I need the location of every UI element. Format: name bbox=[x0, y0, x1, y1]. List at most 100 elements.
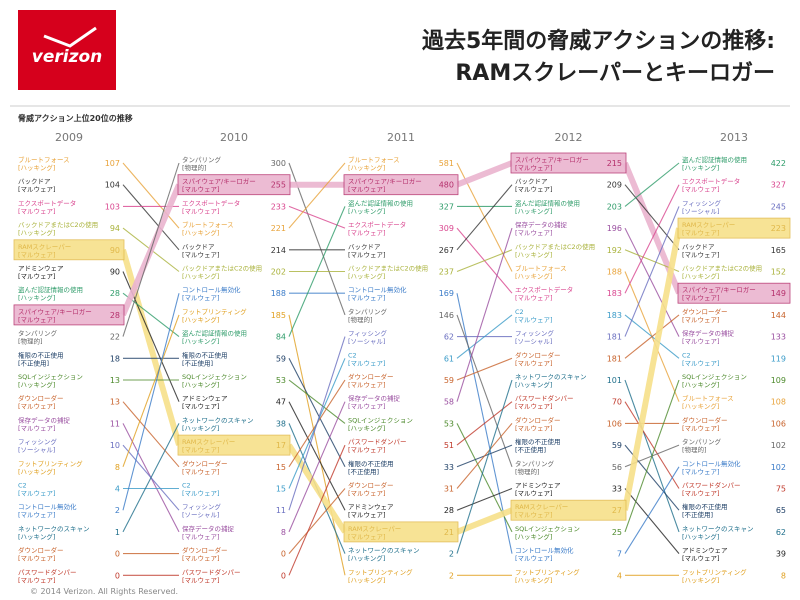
year-label: 2011 bbox=[387, 131, 415, 144]
action-tag: [マルウェア] bbox=[515, 555, 553, 563]
action-name: SQLインジェクション bbox=[18, 373, 83, 381]
action-count: 233 bbox=[271, 202, 286, 211]
action-tag: [ハッキング] bbox=[682, 402, 719, 411]
footer: © 2014 Verizon. All Rights Reserved. bbox=[30, 587, 178, 596]
highlight-box bbox=[510, 499, 627, 521]
action-name: 盗んだ認証情報の使用 bbox=[515, 198, 580, 207]
action-name: 権限の不正使用 bbox=[18, 350, 64, 359]
action-count: 25 bbox=[612, 528, 622, 537]
action-name: SQLインジェクション bbox=[682, 373, 747, 381]
action-count: 102 bbox=[771, 441, 786, 450]
title-line: RAMスクレーパーとキーロガー bbox=[455, 61, 775, 86]
connector bbox=[122, 162, 180, 229]
action-name: ネットワークのスキャン bbox=[182, 416, 254, 424]
year-label: 2010 bbox=[220, 131, 248, 144]
action-count: 62 bbox=[444, 333, 454, 342]
action-tag: [マルウェア] bbox=[348, 359, 386, 367]
action-name: 権限の不正使用 bbox=[515, 437, 561, 446]
action-name: アドミンウェア bbox=[682, 547, 728, 555]
action-tag: [マルウェア] bbox=[515, 164, 553, 172]
action-name: パスワードダンパー bbox=[682, 481, 741, 490]
action-name: C2 bbox=[182, 482, 191, 490]
action-count: 0 bbox=[281, 550, 286, 559]
action-tag: [マルウェア] bbox=[18, 555, 56, 563]
highlight-box bbox=[677, 282, 791, 304]
action-count: 109 bbox=[771, 376, 786, 385]
action-count: 101 bbox=[607, 376, 622, 385]
action-name: 保存データの捕捉 bbox=[182, 524, 235, 533]
action-count: 104 bbox=[105, 181, 120, 190]
action-count: 188 bbox=[607, 268, 622, 277]
action-tag: [マルウェア] bbox=[515, 403, 553, 411]
highlight-box bbox=[177, 434, 291, 456]
action-count: 255 bbox=[271, 181, 286, 190]
action-name: バックドアまたはC2の使用 bbox=[18, 220, 98, 229]
connector bbox=[288, 162, 346, 316]
action-count: 106 bbox=[771, 419, 786, 428]
action-count: 149 bbox=[771, 289, 786, 298]
action-tag: [マルウェア] bbox=[515, 294, 553, 302]
action-name: タンパリング bbox=[18, 329, 58, 338]
action-name: バックドアまたはC2の使用 bbox=[515, 242, 595, 251]
action-tag: [マルウェア] bbox=[682, 555, 720, 563]
subtitle: 脅威アクション上位20位の推移 bbox=[17, 113, 133, 123]
connector bbox=[456, 314, 513, 359]
action-name: ダウンローダー bbox=[18, 546, 64, 555]
action-name: ブルートフォース bbox=[515, 264, 567, 273]
action-tag: [マルウェア] bbox=[182, 490, 220, 498]
action-count: 1 bbox=[115, 528, 120, 537]
action-tag: [ハッキング] bbox=[18, 293, 55, 302]
action-tag: [物理的] bbox=[515, 467, 540, 476]
action-tag: [ハッキング] bbox=[682, 575, 719, 584]
action-count: 61 bbox=[444, 354, 454, 363]
action-name: フィッシング bbox=[182, 502, 221, 511]
action-count: 90 bbox=[110, 246, 120, 255]
action-count: 56 bbox=[612, 463, 622, 472]
action-count: 17 bbox=[276, 441, 286, 450]
action-name: ダウンローダー bbox=[682, 415, 728, 424]
action-tag: [マルウェア] bbox=[515, 229, 553, 237]
action-tag: [ハッキング] bbox=[18, 163, 55, 172]
action-count: 53 bbox=[444, 419, 454, 428]
action-tag: [ハッキング] bbox=[515, 380, 552, 389]
action-count: 183 bbox=[607, 289, 622, 298]
action-name: スパイウェア/キーロガー bbox=[515, 155, 589, 164]
action-count: 28 bbox=[444, 506, 454, 515]
action-name: C2 bbox=[348, 351, 357, 359]
action-name: 保存データの捕捉 bbox=[18, 415, 71, 424]
action-tag: [マルウェア] bbox=[182, 576, 220, 584]
connector bbox=[288, 358, 346, 468]
action-name: ブルートフォース bbox=[348, 155, 400, 164]
action-name: 盗んだ認証情報の使用 bbox=[348, 198, 413, 207]
connectors bbox=[120, 160, 682, 576]
action-tag: [マルウェア] bbox=[682, 294, 720, 302]
action-count: 38 bbox=[276, 419, 286, 428]
action-tag: [ハッキング] bbox=[515, 272, 552, 281]
connector bbox=[120, 248, 182, 446]
action-name: RAMスクレーパー bbox=[515, 503, 568, 511]
connector bbox=[288, 162, 346, 229]
connector bbox=[624, 184, 680, 251]
action-tag: [マルウェア] bbox=[182, 207, 220, 215]
action-tag: [マルウェア] bbox=[682, 468, 720, 476]
connector bbox=[455, 160, 514, 188]
action-tag: [マルウェア] bbox=[182, 403, 220, 411]
connector bbox=[456, 227, 513, 402]
connector bbox=[288, 205, 346, 229]
action-count: 47 bbox=[276, 398, 286, 407]
action-count: 480 bbox=[439, 181, 454, 190]
connector bbox=[455, 507, 514, 535]
action-name: ネットワークのスキャン bbox=[348, 547, 420, 555]
action-count: 102 bbox=[771, 463, 786, 472]
action-name: バックドアまたはC2の使用 bbox=[182, 264, 262, 273]
action-count: 18 bbox=[110, 354, 120, 363]
action-name: 権限の不正使用 bbox=[182, 350, 228, 359]
action-name: タンパリング bbox=[515, 459, 555, 468]
action-count: 75 bbox=[776, 485, 786, 494]
action-count: 39 bbox=[776, 550, 786, 559]
action-count: 8 bbox=[781, 571, 786, 580]
action-count: 169 bbox=[439, 289, 454, 298]
connector bbox=[624, 206, 680, 337]
action-count: 152 bbox=[771, 268, 786, 277]
